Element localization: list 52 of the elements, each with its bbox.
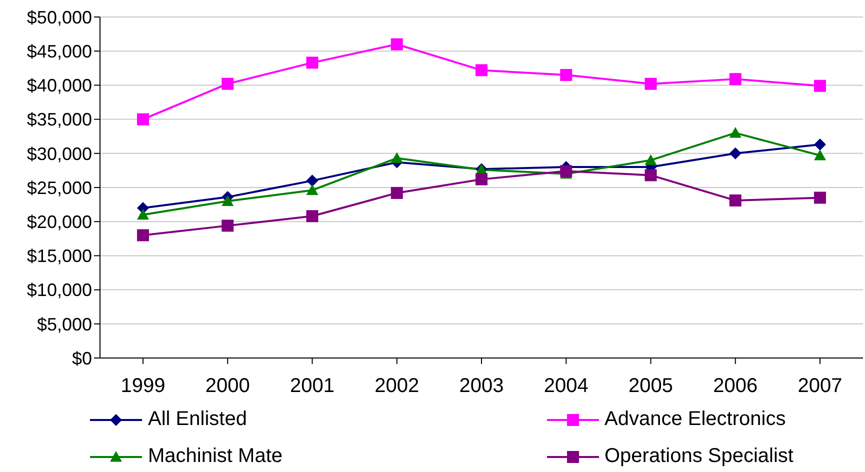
y-tick-label: $40,000 [26, 76, 92, 96]
x-tick-label: 2000 [205, 375, 250, 398]
y-tick-label: $20,000 [26, 212, 92, 232]
y-tick-label: $30,000 [26, 144, 92, 164]
point [560, 68, 572, 81]
point [306, 56, 318, 69]
x-tick-label: 2004 [544, 375, 588, 398]
point [137, 229, 149, 242]
y-tick-label: $50,000 [26, 7, 92, 28]
point [814, 149, 826, 160]
x-tick-label: 2006 [713, 375, 758, 398]
x-tick-label: 2005 [628, 375, 673, 398]
legend-label: Machinist Mate [148, 445, 282, 468]
y-tick-label: $35,000 [26, 110, 92, 130]
point [560, 165, 572, 178]
point [729, 126, 742, 138]
point [729, 73, 742, 86]
legend-label: Advance Electronics [604, 408, 786, 431]
point [222, 78, 234, 90]
point [814, 80, 826, 92]
y-tick-label: $15,000 [26, 246, 92, 266]
point [390, 152, 403, 163]
y-tick-label: $5,000 [36, 314, 92, 334]
point [476, 64, 488, 76]
x-tick-label: 2003 [459, 375, 504, 398]
point [306, 210, 318, 222]
point [814, 192, 826, 204]
y-tick-label: $10,000 [26, 280, 92, 300]
point [222, 220, 234, 232]
x-tick-label: 1999 [120, 375, 166, 398]
point [729, 194, 742, 206]
y-tick-label: $25,000 [26, 178, 92, 198]
point [476, 173, 488, 186]
point [137, 208, 149, 220]
point [729, 147, 742, 160]
point [137, 113, 149, 126]
point [222, 195, 234, 206]
point [814, 138, 826, 151]
x-tick-label: 2001 [290, 375, 334, 398]
point [306, 174, 318, 187]
point [390, 186, 403, 199]
y-tick-label: $0 [72, 348, 92, 368]
legend-label: All Enlisted [148, 408, 247, 431]
point [644, 78, 657, 90]
point [390, 38, 403, 50]
legend-label: Operations Specialist [604, 445, 794, 468]
x-tick-label: 2002 [374, 375, 420, 398]
y-tick-label: $45,000 [26, 41, 92, 62]
point [644, 169, 657, 182]
point [306, 184, 318, 196]
x-tick-label: 2007 [798, 375, 842, 398]
point [644, 154, 657, 166]
